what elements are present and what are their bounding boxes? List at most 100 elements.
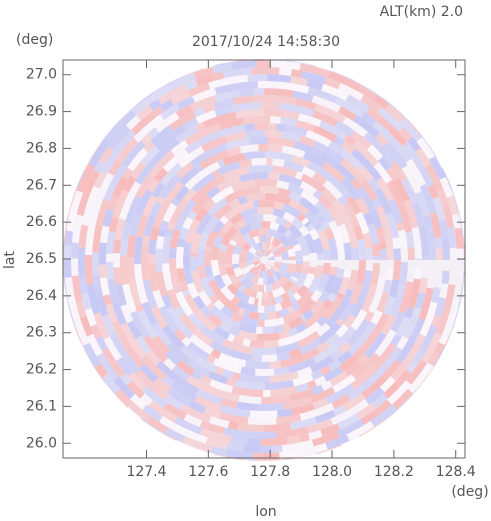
- echo-cell: [114, 129, 137, 154]
- echo-cell: [327, 358, 342, 372]
- echo-cell: [189, 95, 217, 112]
- echo-cell: [254, 305, 259, 313]
- echo-cell: [281, 280, 295, 293]
- echo-cell: [155, 235, 165, 250]
- echo-cell: [92, 225, 103, 253]
- echo-cell: [272, 158, 280, 167]
- echo-cell: [156, 276, 168, 297]
- echo-cell: [333, 152, 345, 164]
- echo-cell: [442, 253, 451, 260]
- echo-cell: [382, 295, 396, 316]
- echo-cell: [369, 368, 385, 383]
- echo-cell: [272, 274, 279, 283]
- echo-cell: [338, 354, 358, 372]
- echo-cell: [219, 412, 249, 425]
- echo-cell: [194, 207, 209, 223]
- echo-cell: [150, 305, 168, 329]
- echo-cell: [328, 220, 339, 230]
- echo-cell: [206, 186, 221, 199]
- echo-cell: [376, 291, 390, 313]
- echo-cell: [268, 291, 274, 299]
- echo-cell: [315, 65, 331, 72]
- echo-cell: [364, 331, 387, 359]
- echo-cell: [292, 373, 314, 387]
- echo-cell: [225, 266, 236, 277]
- echo-cell: [423, 214, 433, 225]
- echo-cell: [400, 150, 412, 163]
- echo-cell: [433, 342, 445, 356]
- echo-cell: [259, 185, 280, 195]
- echo-cell: [255, 326, 263, 334]
- echo-cell: [385, 166, 399, 182]
- echo-cell: [372, 393, 389, 409]
- echo-cell: [217, 159, 225, 168]
- echo-cell: [346, 421, 375, 441]
- echo-cell: [86, 333, 103, 357]
- echo-cell: [435, 304, 452, 336]
- echo-cell: [268, 298, 273, 306]
- echo-cell: [274, 271, 283, 281]
- echo-cell: [272, 208, 286, 218]
- echo-cell: [254, 179, 278, 187]
- echo-cell: [242, 302, 256, 313]
- echo-cell: [398, 290, 412, 314]
- echo-cell: [264, 109, 284, 118]
- echo-cell: [269, 371, 299, 383]
- echo-cell: [205, 437, 228, 450]
- echo-cell: [171, 198, 180, 207]
- echo-cell: [290, 76, 308, 87]
- echo-cell: [263, 248, 266, 256]
- echo-cell: [356, 238, 366, 260]
- echo-cell: [261, 291, 269, 299]
- echo-cell: [178, 68, 204, 79]
- echo-cell: [277, 194, 292, 206]
- echo-cell: [182, 289, 191, 297]
- echo-cell: [208, 279, 218, 289]
- echo-cell: [209, 340, 232, 356]
- echo-cell: [395, 316, 411, 338]
- echo-cell: [219, 321, 232, 333]
- echo-cell: [257, 284, 265, 292]
- echo-cell: [202, 198, 216, 212]
- echo-cell: [307, 379, 317, 390]
- echo-cell: [375, 205, 392, 235]
- echo-cell: [273, 250, 281, 257]
- echo-cell: [201, 136, 227, 153]
- echo-cell: [289, 284, 301, 295]
- echo-cell: [351, 148, 367, 165]
- echo-cell: [139, 363, 151, 376]
- echo-cell: [220, 305, 235, 319]
- echo-cell: [332, 405, 346, 417]
- echo-cell: [353, 225, 364, 241]
- echo-cell: [96, 352, 120, 381]
- echo-cell: [219, 215, 229, 225]
- echo-cell: [353, 80, 368, 89]
- echo-cell: [271, 60, 301, 71]
- echo-cell: [417, 362, 434, 382]
- echo-cell: [272, 165, 298, 178]
- echo-cell: [288, 295, 298, 305]
- echo-cell: [252, 452, 264, 460]
- echo-cell: [312, 125, 338, 143]
- echo-cell: [230, 436, 249, 446]
- echo-cell: [286, 435, 301, 445]
- echo-cell: [438, 321, 454, 346]
- echo-cell: [64, 244, 72, 260]
- echo-cell: [393, 177, 410, 202]
- echo-cell: [267, 260, 275, 264]
- echo-cell: [142, 386, 168, 409]
- echo-cell: [256, 270, 262, 278]
- echo-cell: [211, 260, 221, 277]
- echo-cell: [215, 235, 224, 242]
- echo-cell: [268, 172, 281, 181]
- echo-cell: [148, 98, 162, 111]
- echo-cell: [175, 246, 184, 269]
- echo-cell: [418, 277, 428, 294]
- echo-cell: [279, 449, 303, 460]
- echo-cell: [277, 187, 291, 198]
- echo-cell: [195, 356, 218, 373]
- echo-cell: [368, 283, 385, 314]
- echo-cell: [337, 250, 345, 260]
- echo-cell: [239, 373, 270, 384]
- echo-cell: [222, 67, 252, 79]
